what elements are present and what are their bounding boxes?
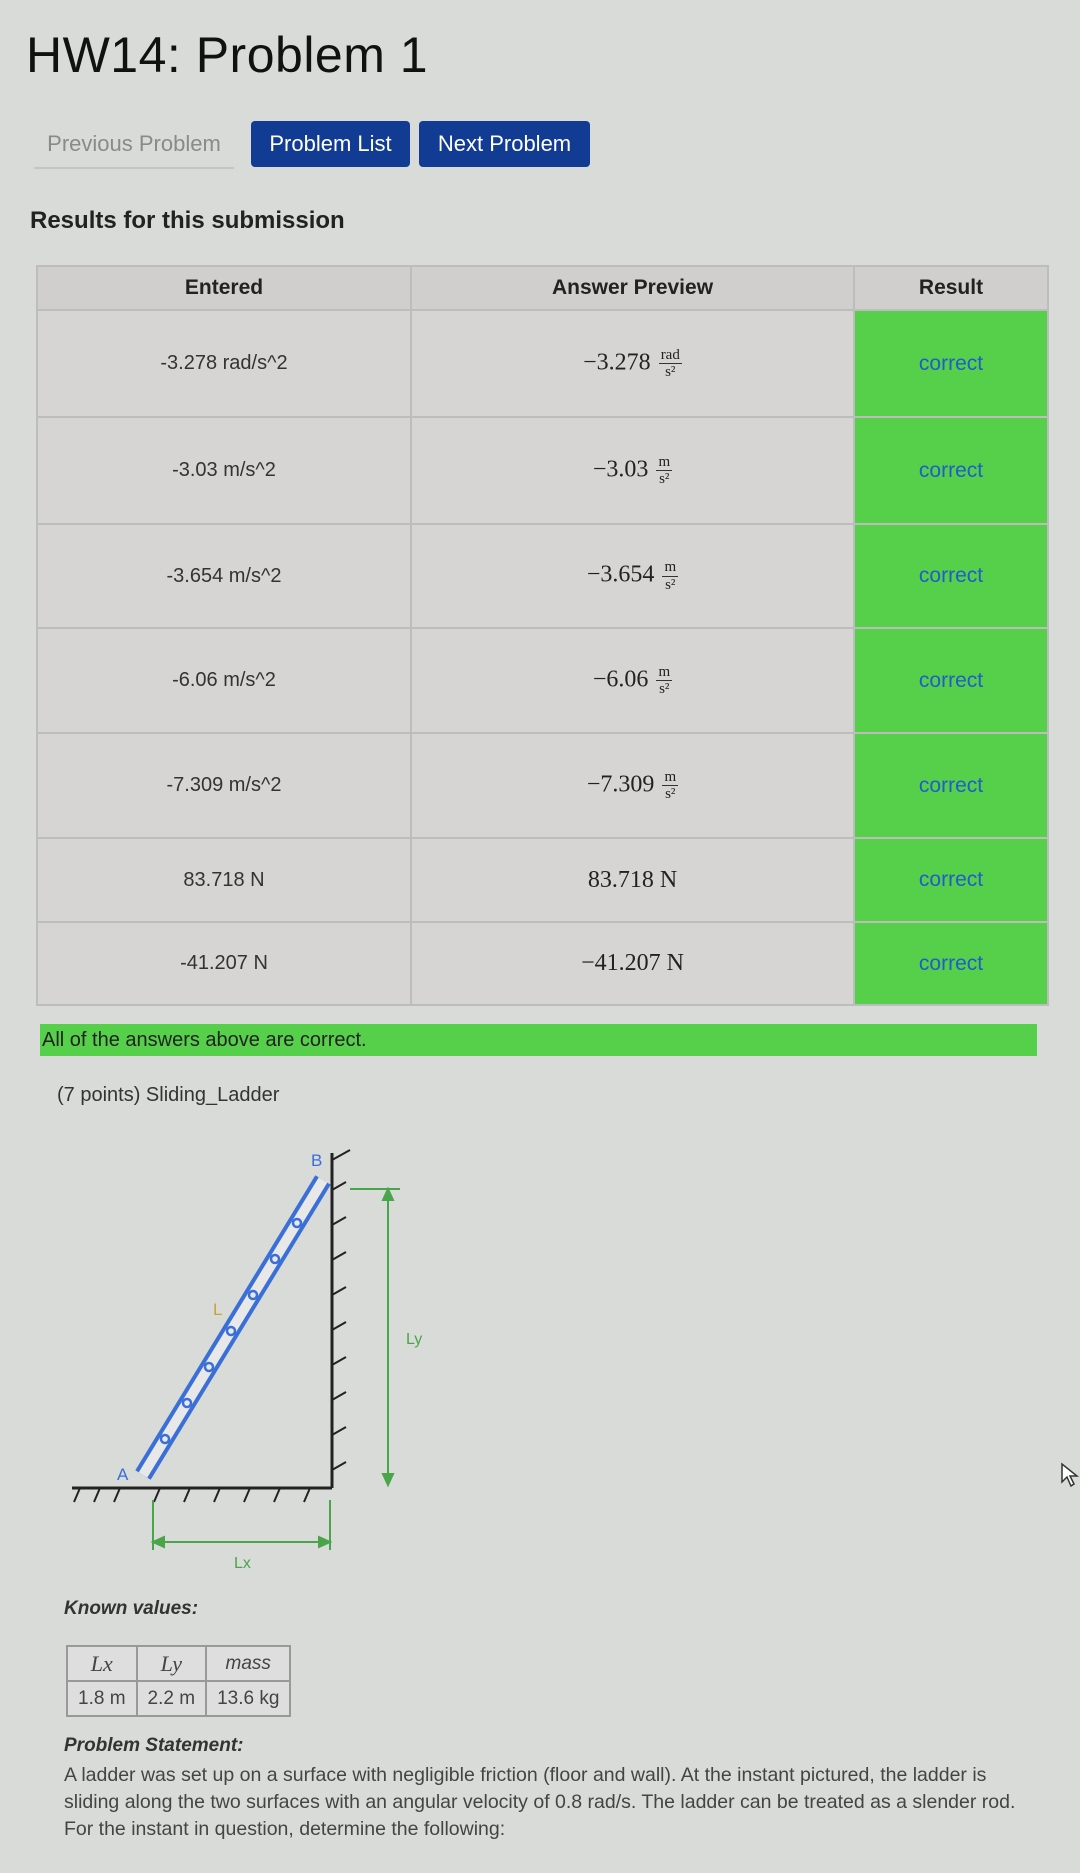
label-l: L bbox=[213, 1300, 222, 1319]
results-heading: Results for this submission bbox=[30, 207, 345, 234]
result-status-cell: correct bbox=[853, 309, 1049, 418]
preview-value: −6.06 bbox=[592, 666, 649, 693]
unit-numerator: m bbox=[662, 559, 679, 577]
problem-statement-heading: Problem Statement: bbox=[64, 1735, 244, 1756]
label-ly: Ly bbox=[406, 1331, 422, 1348]
result-row: -41.207 N −41.207 N correct bbox=[36, 921, 1049, 1006]
preview-unit-fraction: m s² bbox=[662, 559, 679, 593]
result-status-cell: correct bbox=[853, 837, 1049, 923]
result-status-cell: correct bbox=[853, 627, 1049, 734]
preview-value: 83.718 N bbox=[587, 866, 678, 893]
unit-numerator: rad bbox=[658, 346, 682, 364]
result-row: -6.06 m/s^2 −6.06 m s² correct bbox=[36, 627, 1049, 734]
entered-cell: -7.309 m/s^2 bbox=[36, 732, 412, 839]
column-header-result: Result bbox=[853, 265, 1049, 311]
problem-list-button[interactable]: Problem List bbox=[251, 121, 410, 167]
result-status-cell: correct bbox=[853, 732, 1049, 839]
unit-denominator: s² bbox=[665, 576, 676, 593]
known-header-lx: Lx bbox=[66, 1645, 138, 1682]
next-problem-button[interactable]: Next Problem bbox=[419, 121, 590, 167]
dimension-lx bbox=[150, 1500, 333, 1550]
result-row: -3.654 m/s^2 −3.654 m s² correct bbox=[36, 523, 1049, 629]
known-value-lx: 1.8 m bbox=[66, 1680, 138, 1717]
problem-statement-text: A ladder was set up on a surface with ne… bbox=[64, 1764, 1016, 1840]
mouse-pointer-icon bbox=[1061, 1462, 1080, 1488]
column-header-answer-preview: Answer Preview bbox=[410, 265, 855, 311]
unit-denominator: s² bbox=[659, 681, 670, 697]
answer-preview-cell: −41.207 N bbox=[410, 921, 855, 1006]
preview-unit-fraction: m s² bbox=[662, 768, 679, 803]
preview-value: −41.207 N bbox=[581, 950, 684, 976]
ladder bbox=[135, 1175, 331, 1480]
preview-unit-fraction: m s² bbox=[656, 453, 673, 488]
sliding-ladder-figure: A B L Ly Lx bbox=[72, 1149, 422, 1572]
label-a: A bbox=[117, 1465, 129, 1484]
preview-unit-fraction: rad s² bbox=[658, 346, 682, 381]
result-row: -3.278 rad/s^2 −3.278 rad s² correct bbox=[36, 309, 1049, 418]
page-title: HW14: Problem 1 bbox=[26, 27, 429, 83]
known-header-ly: Ly bbox=[135, 1645, 208, 1682]
unit-numerator: m bbox=[662, 768, 679, 786]
entered-cell: -3.654 m/s^2 bbox=[36, 523, 412, 629]
wall bbox=[330, 1149, 351, 1488]
column-header-entered: Entered bbox=[36, 265, 412, 311]
preview-value: −3.278 bbox=[583, 349, 651, 376]
unit-numerator: m bbox=[656, 453, 673, 471]
label-lx: Lx bbox=[234, 1555, 251, 1572]
all-correct-banner: All of the answers above are correct. bbox=[40, 1024, 1037, 1056]
entered-cell: 83.718 N bbox=[36, 837, 412, 923]
entered-cell: -6.06 m/s^2 bbox=[36, 627, 412, 734]
answer-preview-cell: −6.06 m s² bbox=[410, 627, 855, 734]
answer-preview-cell: −7.309 m s² bbox=[410, 732, 855, 839]
known-values-table: Lx Ly mass 1.8 m 2.2 m 13.6 kg bbox=[66, 1645, 292, 1717]
unit-denominator: s² bbox=[665, 786, 676, 802]
preview-unit-fraction: m s² bbox=[656, 663, 673, 698]
problem-points-title: (7 points) Sliding_Ladder bbox=[57, 1084, 280, 1106]
unit-denominator: s² bbox=[659, 471, 670, 487]
entered-cell: -41.207 N bbox=[36, 921, 412, 1006]
results-header-row: Entered Answer Preview Result bbox=[36, 265, 1049, 311]
result-row: 83.718 N 83.718 N correct bbox=[36, 837, 1049, 923]
preview-value: −3.03 bbox=[592, 456, 649, 483]
result-status-cell: correct bbox=[853, 921, 1049, 1006]
result-row: -3.03 m/s^2 −3.03 m s² correct bbox=[36, 416, 1049, 525]
result-status-cell: correct bbox=[853, 416, 1049, 525]
answer-preview-cell: −3.03 m s² bbox=[410, 416, 855, 525]
entered-cell: -3.03 m/s^2 bbox=[36, 416, 412, 525]
previous-problem-button[interactable]: Previous Problem bbox=[34, 121, 234, 169]
result-status-cell: correct bbox=[853, 523, 1049, 629]
answer-preview-cell: 83.718 N bbox=[410, 837, 855, 923]
unit-numerator: m bbox=[656, 663, 673, 681]
known-header-mass: mass bbox=[205, 1645, 292, 1682]
results-table: Entered Answer Preview Result -3.278 rad… bbox=[36, 265, 1049, 1006]
unit-denominator: s² bbox=[665, 364, 676, 380]
result-row: -7.309 m/s^2 −7.309 m s² correct bbox=[36, 732, 1049, 839]
entered-cell: -3.278 rad/s^2 bbox=[36, 309, 412, 418]
known-values-heading: Known values: bbox=[64, 1598, 199, 1619]
label-b: B bbox=[311, 1151, 322, 1170]
preview-value: −7.309 bbox=[586, 771, 655, 798]
known-value-ly: 2.2 m bbox=[135, 1680, 208, 1717]
answer-preview-cell: −3.654 m s² bbox=[410, 523, 855, 629]
floor bbox=[72, 1486, 332, 1503]
preview-value: −3.654 bbox=[586, 561, 655, 588]
known-value-mass: 13.6 kg bbox=[205, 1680, 292, 1717]
answer-preview-cell: −3.278 rad s² bbox=[410, 309, 855, 418]
dimension-ly bbox=[350, 1186, 400, 1488]
